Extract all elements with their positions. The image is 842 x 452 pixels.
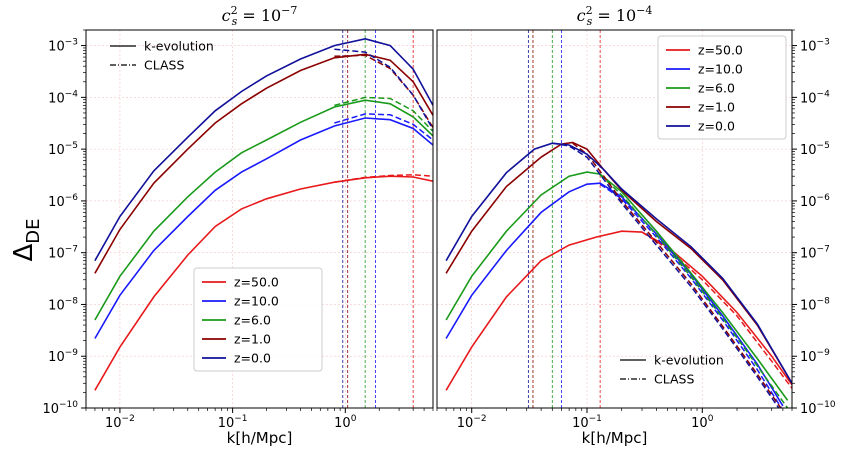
series-line-class-z=10.0: [334, 113, 433, 141]
z-legend-box: [193, 267, 323, 372]
y-tick-label: 10−8: [48, 296, 78, 313]
x-tick-label: 100: [691, 414, 714, 431]
legend-entry: z=10.0: [234, 294, 279, 309]
x-tick-label: 100: [334, 414, 357, 431]
y-axis-label-main: Δ: [9, 244, 39, 262]
y-tick-label: 10−10: [42, 400, 78, 417]
series-group-left: [94, 37, 433, 391]
series-line-kevolution-z=0.0: [94, 37, 433, 262]
series-line-kevolution-z=0.0: [445, 142, 792, 384]
y-tick-label: 10−5: [48, 141, 78, 158]
series-line-kevolution-z=10.0: [445, 182, 784, 407]
ticks-right: 10−2 10−1 100 10−10 10−9 10−8 10−7 10−6 10−5 10−4…: [436, 29, 836, 431]
plot-frame-left: [85, 29, 434, 409]
legend-entry: z=6.0: [234, 313, 271, 328]
legend-entry: z=50.0: [698, 43, 743, 58]
x-tick-label: 10−2: [457, 414, 487, 431]
y-axis-label: ΔDE: [9, 218, 44, 261]
series-line-kevolution-z=50.0: [94, 175, 433, 391]
series-line-class-z=0.0: [552, 142, 780, 408]
z-legend-right: z=50.0 z=10.0 z=6.0 z=1.0 z=0.0: [657, 35, 787, 140]
y-tick-label: 10−6: [800, 193, 830, 210]
legend-entry-solid: k-evolution: [654, 353, 724, 368]
x-tick-label: 10−1: [572, 414, 602, 431]
series-line-kevolution-z=10.0: [94, 117, 433, 339]
z-legend-left: z=50.0 z=10.0 z=6.0 z=1.0 z=0.0: [193, 267, 323, 372]
y-tick-label: 10−7: [800, 245, 830, 262]
ticks-left: 10−2 10−1 100 10−10 10−9 10−8 10−7 10−6 10−5 10−4…: [42, 29, 434, 431]
reference-lines-left: [342, 30, 414, 408]
plot-frame-right: [436, 29, 793, 409]
series-line-class-z=10.0: [599, 183, 783, 408]
series-group-right: [445, 141, 792, 408]
style-legend-right: k-evolution CLASS: [620, 353, 724, 387]
z-legend-box: [657, 35, 787, 140]
y-tick-label: 10−8: [800, 296, 830, 313]
x-tick-label: 10−1: [218, 414, 248, 431]
y-tick-label: 10−10: [800, 400, 836, 417]
y-tick-label: 10−9: [800, 348, 830, 365]
series-line-kevolution-z=1.0: [445, 141, 792, 384]
legend-entry: z=10.0: [698, 62, 743, 77]
reference-lines-right: [527, 30, 601, 408]
series-line-class-z=0.0: [334, 48, 433, 130]
legend-entry-dashed: CLASS: [144, 58, 184, 73]
legend-entry: z=0.0: [234, 351, 271, 366]
y-tick-label: 10−4: [800, 89, 830, 106]
legend-entry: z=1.0: [698, 100, 735, 115]
legend-entry-dashed: CLASS: [654, 372, 694, 387]
style-legend-left: k-evolution CLASS: [110, 39, 214, 73]
series-line-class-z=1.0: [572, 142, 782, 408]
series-line-kevolution-z=1.0: [94, 53, 433, 274]
series-line-kevolution-z=6.0: [94, 99, 433, 321]
y-tick-label: 10−3: [48, 38, 78, 55]
series-line-kevolution-z=6.0: [445, 171, 789, 401]
panel-title: c2 s = 10−4: [577, 4, 653, 28]
series-line-kevolution-z=50.0: [445, 230, 792, 391]
legend-entry-solid: k-evolution: [144, 39, 214, 54]
legend-entry: z=50.0: [234, 275, 279, 290]
x-axis-label: k[h/Mpc]: [227, 429, 293, 447]
panel-title: c2 s = 10−7: [222, 4, 298, 28]
legend-entry: z=0.0: [698, 119, 735, 134]
y-tick-label: 10−7: [48, 245, 78, 262]
y-tick-label: 10−5: [800, 141, 830, 158]
series-line-class-z=6.0: [599, 174, 789, 408]
y-tick-label: 10−4: [48, 89, 78, 106]
panel-right: 10−2 10−1 100 10−10 10−9 10−8 10−7 10−6 10−5 10−4…: [436, 4, 836, 447]
panel-left: 10−2 10−1 100 10−10 10−9 10−8 10−7 10−6 10−5 10−4…: [42, 4, 434, 447]
series-line-class-z=50.0: [641, 231, 792, 389]
x-axis-label: k[h/Mpc]: [582, 429, 648, 447]
legend-entry: z=1.0: [234, 332, 271, 347]
x-tick-label: 10−2: [105, 414, 135, 431]
series-line-class-z=6.0: [334, 96, 433, 132]
y-tick-label: 10−9: [48, 348, 78, 365]
y-tick-label: 10−6: [48, 193, 78, 210]
legend-entry: z=6.0: [698, 81, 735, 96]
y-tick-label: 10−3: [800, 38, 830, 55]
y-axis-label-sub: DE: [23, 218, 44, 243]
